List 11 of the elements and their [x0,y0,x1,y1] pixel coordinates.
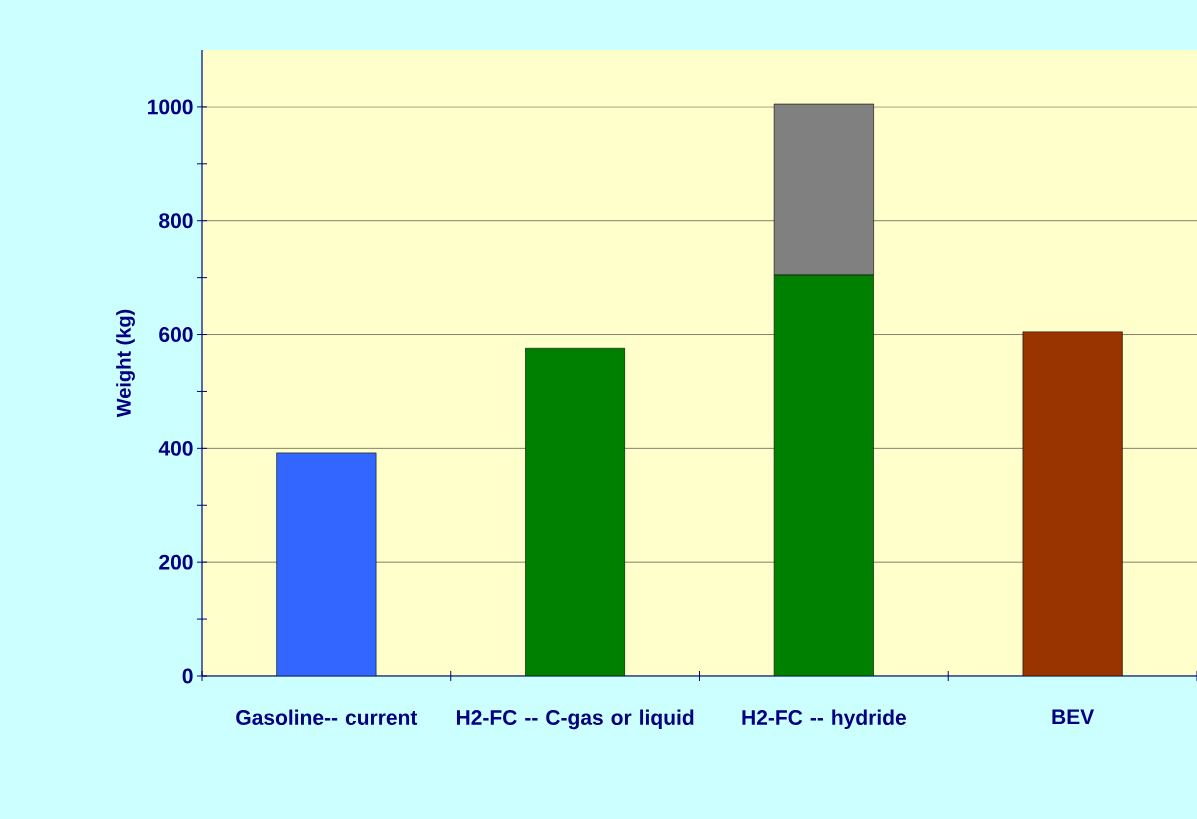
x-tick-label: H2-FC -- hydride [742,709,906,730]
y-tick-label: 800 [159,213,193,229]
y-tick-label: 400 [158,440,193,456]
y-tick-label: 600 [159,327,193,342]
y-axis-title: Weight (kg) [116,309,135,418]
y-tick-label: 200 [159,554,193,570]
x-tick-label: H2-FC -- C-gas or liquid [456,709,694,730]
y-tick-label: 1000 [148,99,193,115]
x-tick-label: Gasoline-- current [236,709,418,725]
y-tick-label: 0 [182,668,193,684]
x-tick-label: BEV [1052,709,1095,724]
